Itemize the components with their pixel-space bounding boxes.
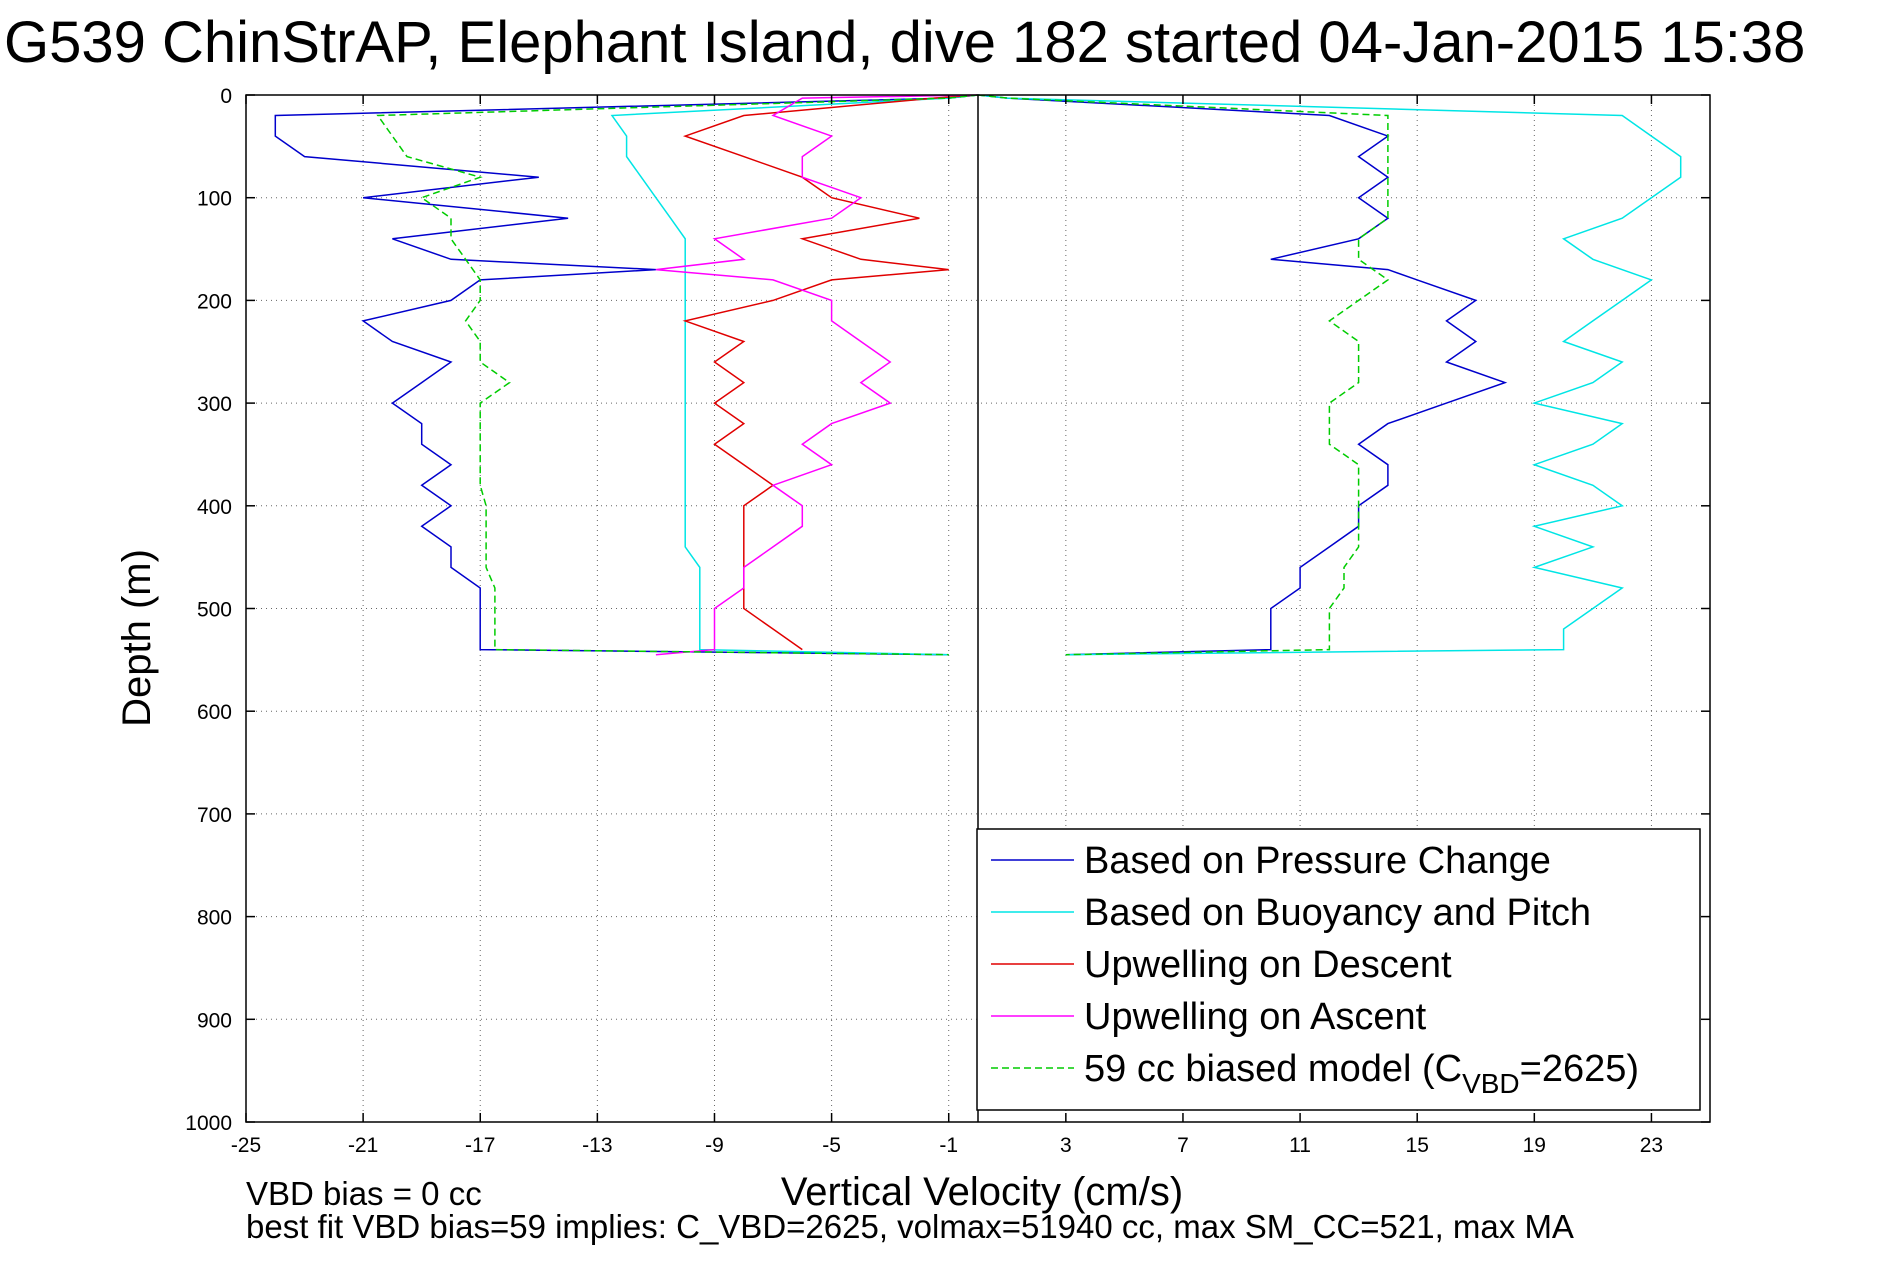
legend-label: Upwelling on Descent	[1084, 944, 1452, 986]
series-line-ascent	[977, 94, 1682, 656]
y-tick-label: 400	[197, 496, 232, 519]
x-tick-label: -17	[465, 1134, 495, 1157]
series-line-ascent	[655, 94, 979, 656]
x-tick-label: -21	[348, 1134, 378, 1157]
series-line-descent	[682, 94, 979, 651]
x-axis-label: Vertical Velocity (cm/s)	[781, 1170, 1183, 1214]
x-tick-label: 3	[1060, 1134, 1072, 1157]
x-tick-label: -25	[231, 1134, 261, 1157]
x-tick-label: 15	[1406, 1134, 1429, 1157]
series-line-descent	[274, 94, 979, 656]
footer-line-2: best fit VBD bias=59 implies: C_VBD=2625…	[246, 1208, 1574, 1245]
series-line-descent	[376, 94, 979, 656]
y-tick-label: 1000	[185, 1112, 232, 1135]
x-tick-label: 23	[1640, 1134, 1663, 1157]
y-tick-label: 800	[197, 907, 232, 930]
legend: Based on Pressure Change Based on Buoyanc…	[976, 828, 1701, 1111]
y-tick-label: 300	[197, 393, 232, 416]
y-tick-label: 900	[197, 1009, 232, 1032]
series-group	[274, 94, 1682, 656]
y-tick-label: 600	[197, 701, 232, 724]
y-tick-label: 700	[197, 804, 232, 827]
legend-box	[976, 828, 1701, 1111]
series-line-descent	[610, 94, 979, 656]
legend-label: Upwelling on Ascent	[1084, 996, 1427, 1038]
x-tick-label: 11	[1289, 1134, 1311, 1157]
x-tick-label: -9	[705, 1134, 724, 1157]
x-tick-label: -1	[939, 1134, 958, 1157]
y-tick-label: 500	[197, 599, 232, 622]
legend-label: Based on Pressure Change	[1084, 840, 1551, 882]
chart-title: G539 ChinStrAP, Elephant Island, dive 18…	[4, 10, 1805, 75]
y-tick-label: 100	[197, 188, 232, 211]
y-axis-label: Depth (m)	[115, 549, 159, 727]
x-tick-label: 19	[1523, 1134, 1546, 1157]
axis-ticks: -25 -21 -17 -13 -9 -5 -1 3 7 11 15 19 23010020030040…	[185, 85, 1710, 1157]
series-line-ascent	[977, 94, 1390, 656]
x-tick-label: 7	[1177, 1134, 1189, 1157]
x-tick-label: -13	[582, 1134, 612, 1157]
y-tick-label: 200	[197, 290, 232, 313]
legend-label: Based on Buoyancy and Pitch	[1084, 892, 1591, 934]
x-tick-label: -5	[822, 1134, 841, 1157]
y-tick-label: 0	[220, 85, 232, 108]
footer-line-1: VBD bias = 0 cc	[246, 1175, 482, 1212]
series-line-ascent	[977, 94, 1508, 656]
